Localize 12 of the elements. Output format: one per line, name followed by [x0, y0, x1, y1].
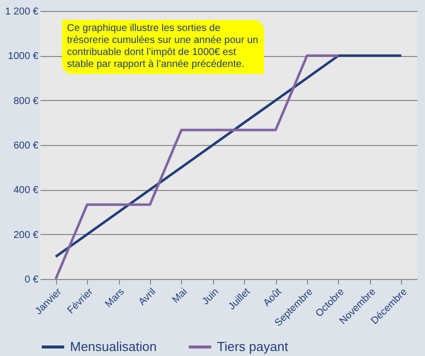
x-tick-label: Juin: [200, 286, 222, 308]
y-tick-label: 800 €: [13, 96, 39, 107]
legend-label: Mensualisation: [70, 339, 157, 354]
y-tick-label: 200 €: [13, 230, 39, 241]
legend-label: Tiers payant: [217, 339, 288, 354]
y-tick-label: 600 €: [13, 140, 39, 152]
y-tick-label: 0 €: [24, 274, 39, 286]
x-tick-label: Mai: [170, 286, 190, 306]
y-tick-label: 400 €: [13, 185, 39, 196]
y-tick-label: 1 200 €: [5, 6, 39, 18]
annotation: Ce graphique illustre les sorties de trésorerie cumulées sur une année pour un contribuable dont l’impôt de 1000€ est stable par rapport à l’année précédente.: [62, 20, 264, 74]
y-tick-label: 1000 €: [8, 51, 39, 62]
